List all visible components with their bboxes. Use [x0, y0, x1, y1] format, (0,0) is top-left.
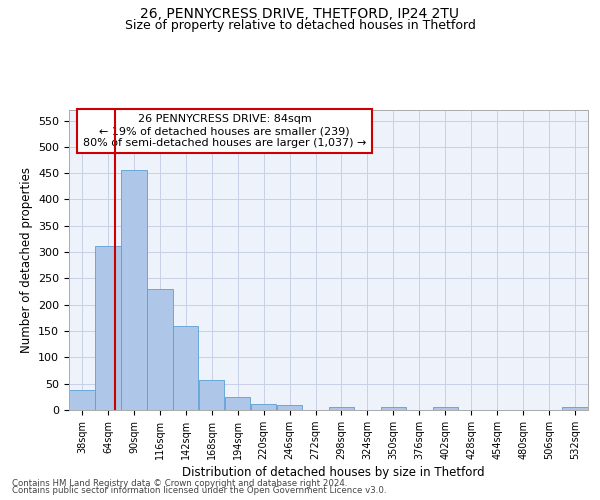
- Text: Distribution of detached houses by size in Thetford: Distribution of detached houses by size …: [182, 466, 484, 479]
- Text: 26, PENNYCRESS DRIVE, THETFORD, IP24 2TU: 26, PENNYCRESS DRIVE, THETFORD, IP24 2TU: [140, 8, 460, 22]
- Bar: [562, 408, 588, 410]
- Text: Contains public sector information licensed under the Open Government Licence v3: Contains public sector information licen…: [12, 486, 386, 495]
- Bar: [277, 404, 302, 410]
- Bar: [433, 408, 458, 410]
- Bar: [95, 246, 121, 410]
- Text: 26 PENNYCRESS DRIVE: 84sqm
← 19% of detached houses are smaller (239)
80% of sem: 26 PENNYCRESS DRIVE: 84sqm ← 19% of deta…: [83, 114, 367, 148]
- Y-axis label: Number of detached properties: Number of detached properties: [20, 167, 32, 353]
- Bar: [121, 170, 146, 410]
- Bar: [225, 397, 250, 410]
- Bar: [199, 380, 224, 410]
- Bar: [329, 408, 354, 410]
- Bar: [380, 407, 406, 410]
- Bar: [69, 390, 95, 410]
- Bar: [251, 404, 277, 410]
- Text: Contains HM Land Registry data © Crown copyright and database right 2024.: Contains HM Land Registry data © Crown c…: [12, 478, 347, 488]
- Bar: [173, 326, 199, 410]
- Text: Size of property relative to detached houses in Thetford: Size of property relative to detached ho…: [125, 18, 475, 32]
- Bar: [147, 289, 173, 410]
